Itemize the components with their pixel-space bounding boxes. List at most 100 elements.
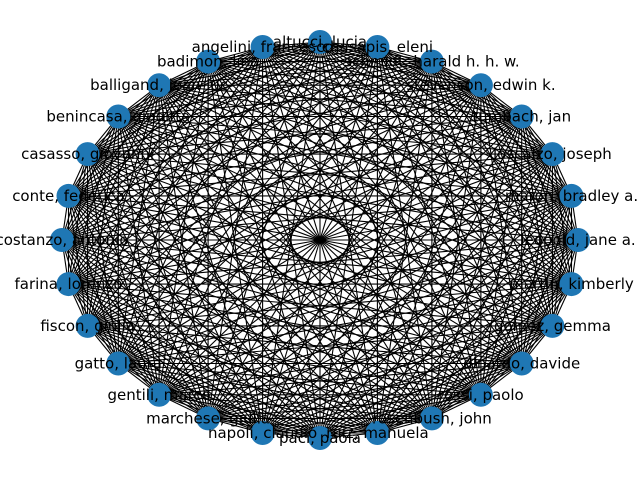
graph-node: [365, 35, 390, 59]
graph-node: [106, 104, 131, 129]
graph-edge: [87, 61, 209, 327]
graph-node: [75, 142, 100, 167]
node-label: rosenbush, john: [372, 409, 492, 427]
graph-edge: [158, 41, 321, 396]
graph-edge: [68, 283, 553, 327]
graph-edge: [158, 84, 433, 419]
graph-node: [540, 142, 565, 167]
graph-edge: [87, 283, 572, 327]
graph-edge: [262, 41, 321, 434]
graph-edge: [262, 46, 522, 118]
graph-edge: [262, 46, 432, 63]
graph-edge: [159, 84, 522, 118]
graph-edge: [319, 41, 378, 434]
node-label: ruiz, manuela: [326, 424, 429, 442]
graph-edge: [376, 61, 433, 434]
graph-node: [540, 313, 565, 338]
node-label: loscalzo, joseph: [493, 145, 612, 163]
graph-node: [250, 421, 275, 445]
node-label: paci, paola: [279, 429, 361, 447]
graph-edge: [87, 85, 160, 327]
graph-edge: [480, 84, 572, 197]
node-label: gatto, laura: [75, 355, 162, 373]
graph-node: [50, 228, 74, 252]
graph-edge: [262, 46, 523, 364]
graph-edge: [87, 153, 572, 197]
graph-edge: [158, 85, 209, 419]
graph-edge: [68, 46, 264, 285]
graph-node: [196, 406, 221, 431]
graph-node: [196, 49, 221, 74]
graph-edge: [262, 46, 553, 155]
graph-edge: [207, 61, 553, 327]
graph-node: [147, 382, 172, 407]
graph-edge: [158, 85, 264, 434]
graph-node: [419, 406, 444, 431]
graph-edge: [262, 46, 378, 434]
graph-edge: [262, 61, 433, 434]
graph-edge: [68, 153, 553, 197]
node-label: maron, bradley a.: [505, 187, 638, 205]
graph-node: [106, 351, 131, 376]
graph-edge: [87, 153, 522, 364]
graph-node: [250, 35, 275, 59]
graph-node: [559, 183, 584, 208]
graph-edge: [117, 116, 321, 439]
graph-edge: [67, 195, 160, 396]
graph-edge: [117, 116, 378, 434]
graph-node: [56, 183, 81, 208]
graph-node: [468, 382, 493, 407]
node-label: costanzo, antonio: [0, 231, 129, 249]
graph-edge: [117, 116, 209, 419]
graph-edge: [61, 195, 572, 241]
graph-edge: [207, 61, 482, 396]
graph-edge: [262, 46, 481, 86]
graph-edge: [61, 239, 160, 396]
graph-node: [509, 104, 534, 129]
graph-edge: [158, 84, 572, 285]
node-label: gentili, marco: [107, 386, 210, 404]
graph-edge: [262, 46, 572, 197]
graph-edge: [159, 61, 432, 86]
graph-edge: [207, 46, 378, 419]
graph-edge: [68, 61, 209, 285]
graph-edge: [118, 115, 579, 241]
graph-node: [468, 73, 493, 98]
graph-edge: [117, 46, 378, 364]
graph-edge: [68, 283, 522, 365]
graph-edge: [262, 46, 553, 327]
graph-edge: [87, 153, 572, 285]
graph-edge: [208, 61, 522, 118]
graph-edge: [61, 115, 522, 241]
graph-edge: [87, 46, 263, 155]
node-label: casasso, giovanni: [21, 145, 154, 163]
graph-edge: [207, 61, 553, 155]
graph-edge: [87, 153, 264, 434]
node-label: dinardo, davide: [463, 355, 580, 373]
node-label: chasapis, eleni: [322, 38, 433, 56]
graph-edge: [207, 61, 378, 434]
graph-node: [147, 73, 172, 98]
node-label: schmidt, harald h. h. w.: [344, 53, 520, 71]
graph-edge: [68, 195, 321, 439]
graph-edge: [158, 84, 523, 364]
graph-edge: [87, 46, 264, 327]
graph-edge: [87, 195, 572, 327]
graph-edge: [158, 116, 523, 396]
graph-edge: [262, 46, 579, 241]
graph-edge: [158, 195, 572, 396]
node-label: leopold, jane a.: [520, 231, 635, 249]
graph-edge: [68, 195, 482, 396]
node-label: rossi, paolo: [438, 386, 524, 404]
node-label: benincasa, giuditta: [46, 108, 190, 126]
graph-node: [419, 49, 444, 74]
node-label: gomez, gemma: [494, 317, 611, 335]
graph-edge: [158, 84, 378, 434]
graph-edge: [118, 115, 572, 197]
edge-layer: [61, 41, 579, 439]
node-label: balligand, jean-luc: [90, 76, 228, 94]
graph-node: [365, 421, 390, 445]
graph-edge: [117, 84, 482, 364]
graph-edge: [61, 239, 522, 365]
